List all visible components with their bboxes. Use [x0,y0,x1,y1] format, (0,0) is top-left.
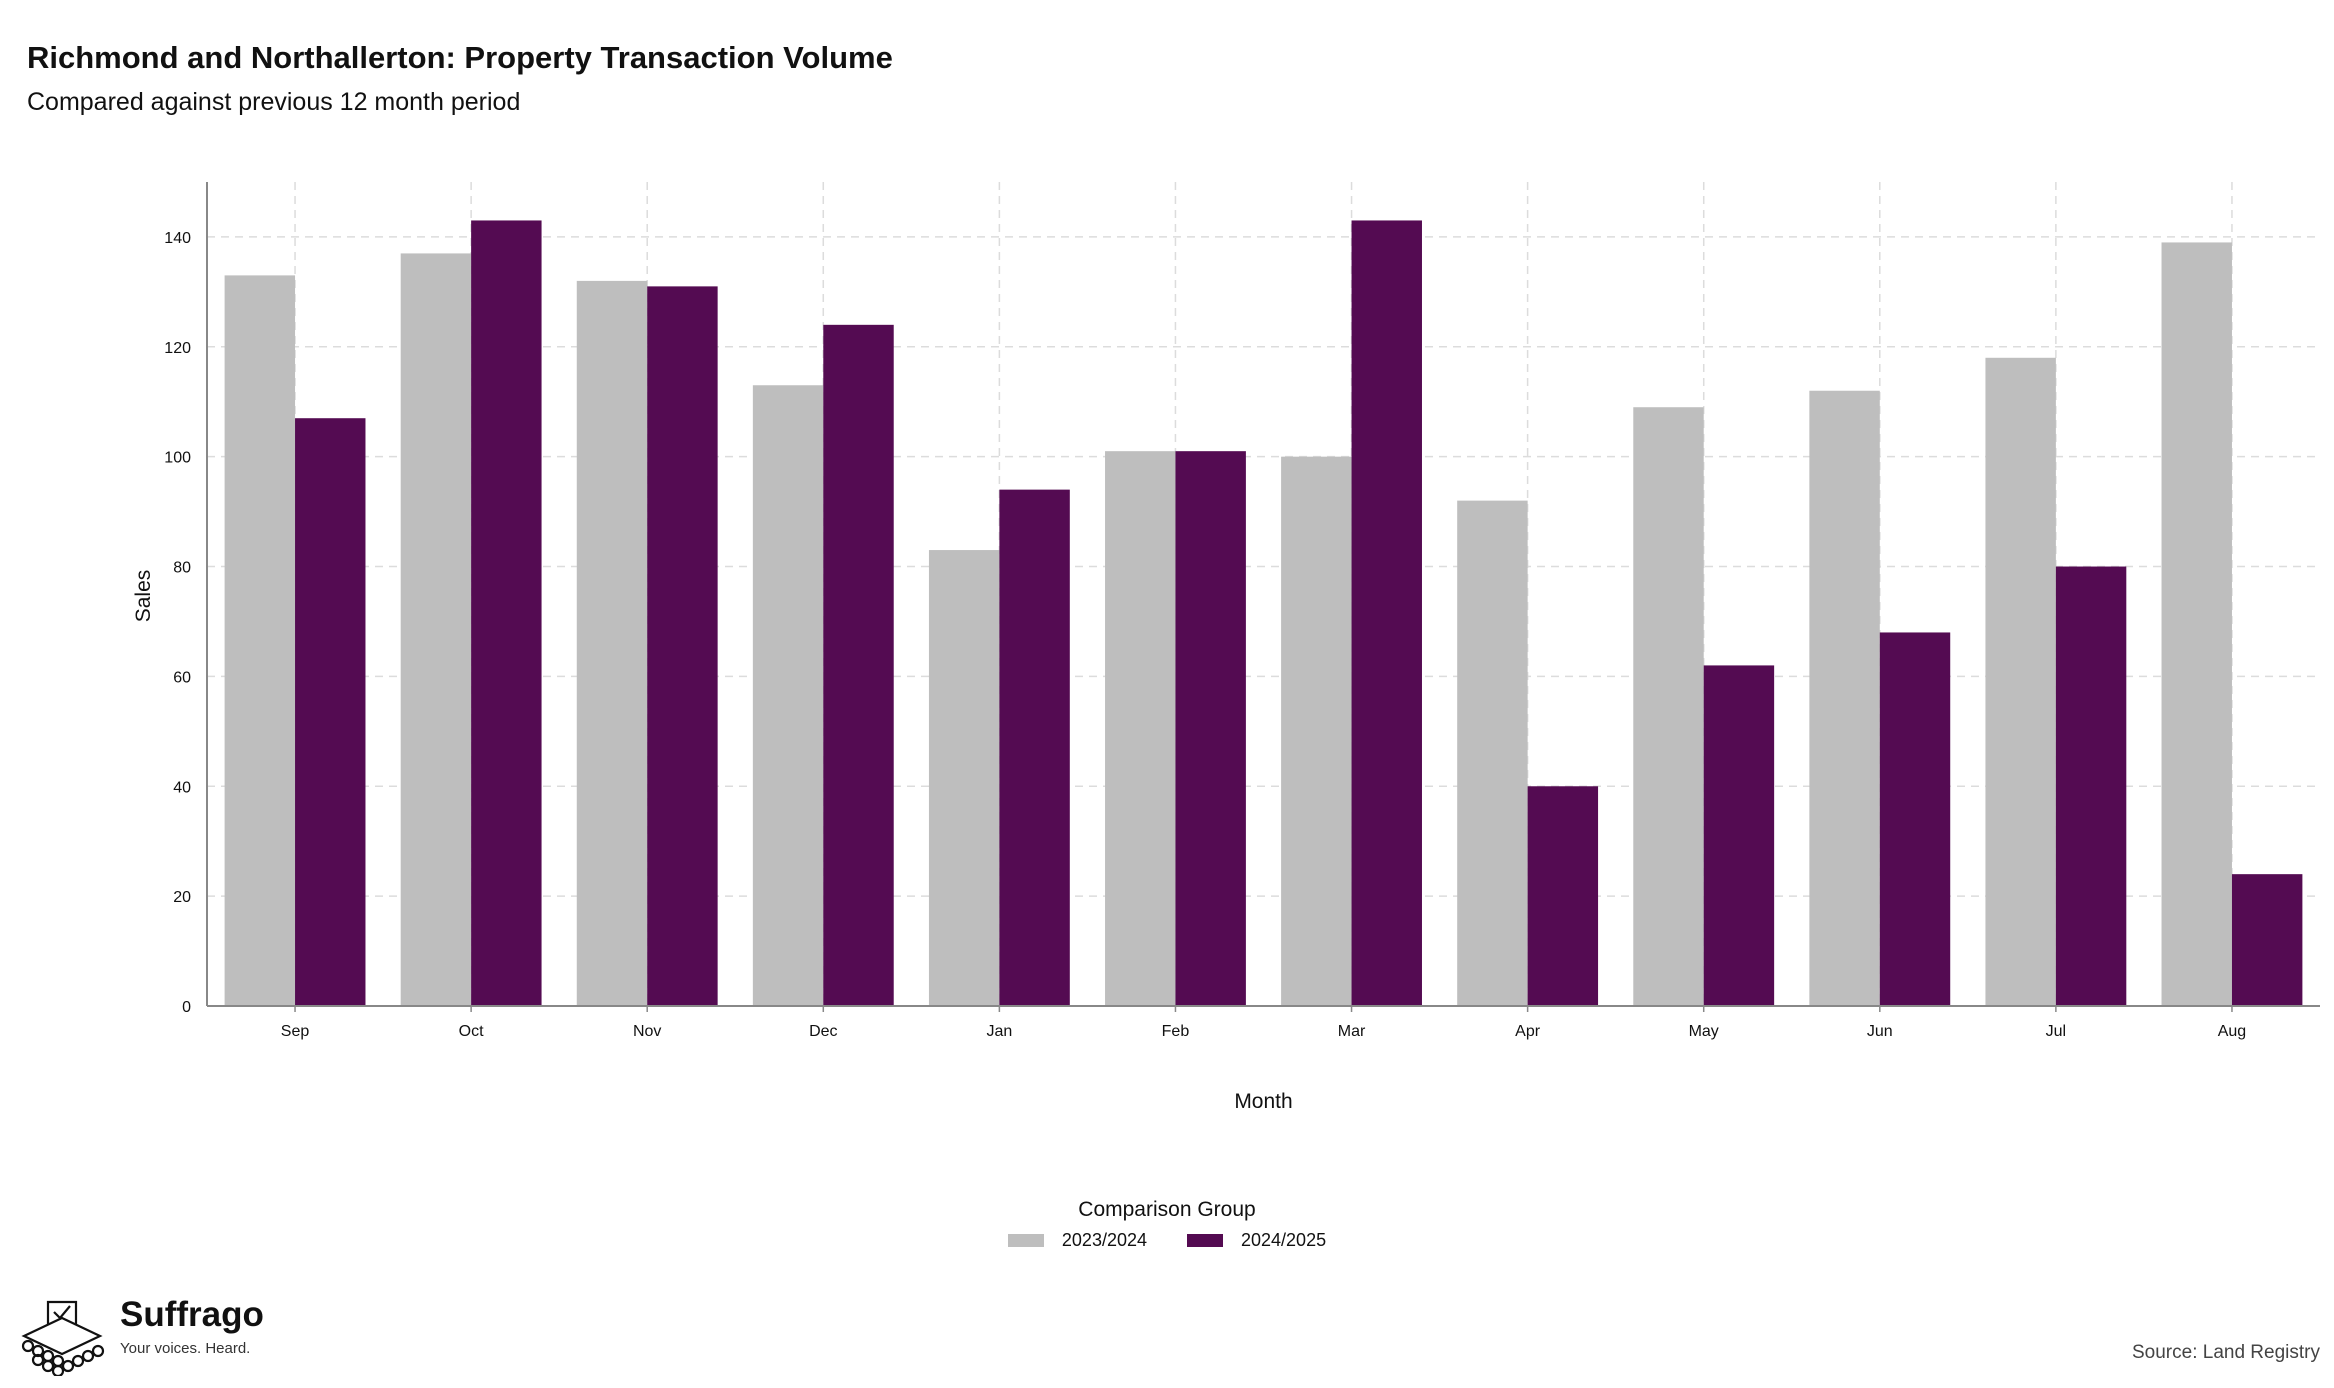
legend-item-2023-2024: 2023/2024 [1007,1230,1147,1251]
y-tick-label: 40 [173,779,191,796]
chart-title: Richmond and Northallerton: Property Tra… [27,40,893,75]
brand-tagline: Your voices. Heard. [120,1340,251,1357]
legend-swatch-2023-2024 [1007,1234,1044,1247]
bar-2023-2024-sep [224,275,296,1006]
y-tick-label: 20 [173,889,191,906]
y-tick-label: 120 [164,340,191,357]
legend-items: 2023/2024 2024/2025 [1007,1230,1326,1251]
brand-logo: Suffrago Your voices. Heard. [14,1296,264,1376]
bar-2023-2024-apr [1457,500,1528,1006]
bar-2023-2024-aug [2161,242,2232,1007]
bar-2024-2025-nov [647,286,718,1007]
bar-2024-2025-jul [2055,566,2127,1006]
x-tick-label: Aug [2218,1023,2246,1040]
source-note: Source: Land Registry [2132,1342,2320,1363]
x-tick-label: Apr [1515,1023,1541,1040]
bar-2023-2024-jul [1985,357,2056,1007]
x-tick-label: Jan [986,1023,1012,1040]
bar-2023-2024-feb [1105,451,1176,1006]
bar-2024-2025-oct [471,220,542,1006]
x-tick-label: Dec [809,1023,837,1040]
y-tick-label: 140 [164,230,191,247]
axes [206,182,2320,1012]
y-tick-label: 80 [173,560,191,577]
y-axis-title: Sales [132,570,155,623]
chart-subtitle: Compared against previous 12 month perio… [27,88,521,116]
bars [224,220,2303,1007]
bar-2023-2024-oct [400,253,472,1006]
legend-swatch-2024-2025 [1187,1234,1223,1247]
y-tick-label: 0 [182,999,191,1016]
legend-title: Comparison Group [1078,1198,1256,1221]
bar-2024-2025-may [1703,665,1775,1006]
x-tick-label: Sep [281,1023,310,1040]
brand-name: Suffrago [120,1295,264,1334]
brand-text: Suffrago Your voices. Heard. [120,1295,264,1358]
bar-2024-2025-jun [1879,632,1951,1006]
x-tick-label: Mar [1338,1023,1366,1040]
bar-2024-2025-mar [1351,220,1422,1006]
bar-2024-2025-jan [999,489,1070,1006]
bar-2023-2024-dec [752,385,824,1007]
bar-2024-2025-feb [1175,451,1246,1006]
bar-2024-2025-dec [823,324,894,1006]
bar-2024-2025-aug [2231,874,2303,1006]
legend-item-2024-2025: 2024/2025 [1187,1230,1326,1251]
x-tick-label: Oct [459,1023,484,1040]
x-tick-label: May [1689,1023,1719,1040]
x-axis-title: Month [1234,1090,1292,1113]
x-tick-label: Feb [1162,1023,1190,1040]
tick-labels: 0 20 40 60 80 100 120 140 Sep Oct Nov Dec Jan Feb Mar A… [164,230,2246,1040]
bar-2023-2024-mar [1281,456,1352,1007]
legend: Comparison Group 2023/2024 2024/2025 [0,1198,2334,1252]
x-tick-label: Jun [1867,1023,1893,1040]
bar-2023-2024-jun [1809,390,1880,1006]
x-tick-label: Nov [633,1023,661,1040]
bar-2024-2025-apr [1527,786,1599,1006]
bar-2023-2024-jan [928,550,1000,1006]
bar-2023-2024-may [1633,407,1704,1006]
x-tick-label: Jul [2046,1023,2066,1040]
y-tick-label: 60 [173,669,191,686]
ballot-box-icon [21,1300,105,1376]
y-tick-label: 100 [164,450,191,467]
bar-2024-2025-sep [295,418,366,1006]
bar-2023-2024-nov [576,280,648,1006]
bar-chart: 0 20 40 60 80 100 120 140 Sep Oct Nov Dec Jan Feb Mar A… [132,182,2320,1113]
legend-label-2023-2024: 2023/2024 [1061,1230,1147,1250]
legend-label-2024-2025: 2024/2025 [1241,1230,1327,1250]
